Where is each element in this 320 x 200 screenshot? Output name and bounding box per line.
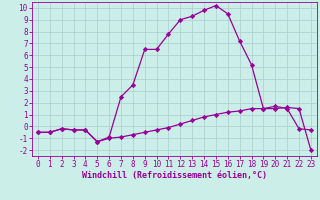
X-axis label: Windchill (Refroidissement éolien,°C): Windchill (Refroidissement éolien,°C) [82, 171, 267, 180]
